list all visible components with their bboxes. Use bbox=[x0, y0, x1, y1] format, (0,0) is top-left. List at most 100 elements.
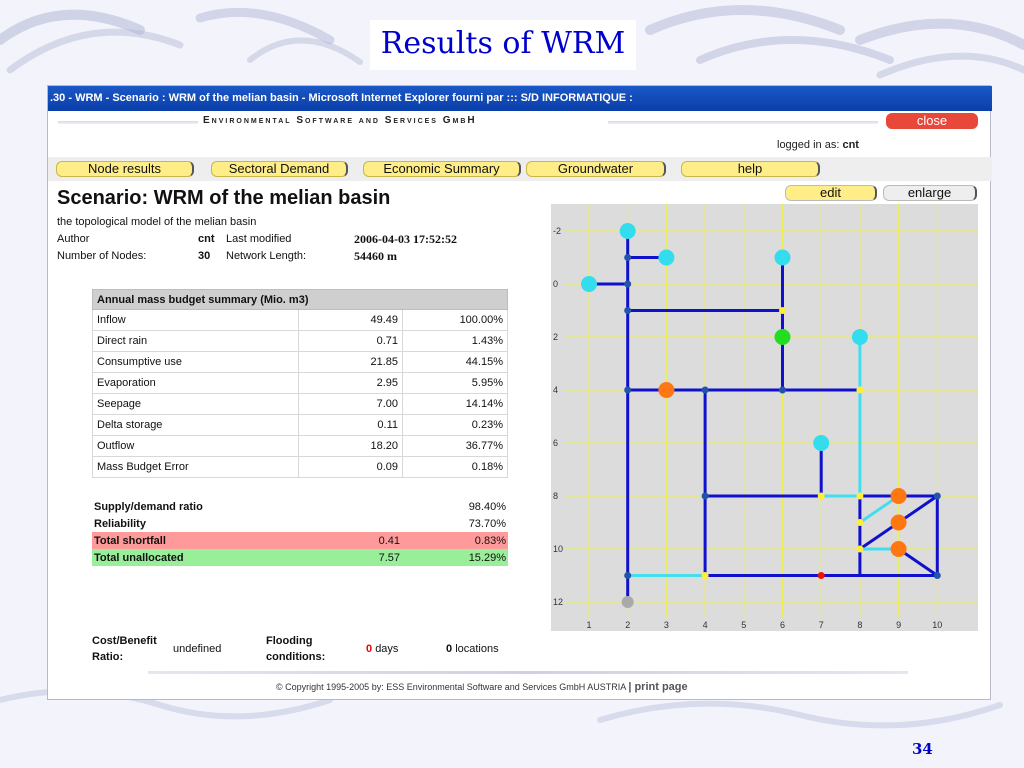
row-label: Delta storage bbox=[92, 414, 299, 436]
map-node-source bbox=[658, 249, 675, 266]
close-button[interactable]: close bbox=[886, 113, 978, 129]
map-y-tick: 10 bbox=[553, 544, 563, 554]
map-node-junction bbox=[701, 386, 709, 394]
print-page-link[interactable]: print page bbox=[634, 681, 688, 693]
map-node-junction bbox=[624, 572, 632, 579]
browser-titlebar: .30 - WRM - Scenario : WRM of the melian… bbox=[48, 86, 992, 111]
map-node-control bbox=[817, 492, 825, 500]
map-node-source bbox=[619, 223, 636, 239]
map-x-tick: 4 bbox=[703, 620, 708, 630]
map-x-tick: 8 bbox=[857, 620, 862, 630]
mass-budget-header: Annual mass budget summary (Mio. m3) bbox=[92, 289, 508, 310]
table-row: Reliability 73.70% bbox=[92, 515, 508, 532]
node-results-button[interactable]: Node results bbox=[56, 161, 194, 177]
flood-locations: 0 locations bbox=[446, 643, 499, 655]
map-node-junction bbox=[933, 492, 941, 500]
row-value: 0.09 bbox=[298, 456, 403, 478]
map-node-source bbox=[774, 249, 791, 266]
mass-budget-table: Annual mass budget summary (Mio. m3) Inf… bbox=[92, 289, 508, 478]
row-percent: 14.14% bbox=[402, 393, 508, 415]
row-value: 21.85 bbox=[298, 351, 403, 373]
scenario-description: the topological model of the melian basi… bbox=[57, 216, 257, 228]
print-separator: | bbox=[628, 681, 635, 693]
cost-benefit-label-line1: Cost/Benefit bbox=[92, 635, 157, 647]
economic-summary-button[interactable]: Economic Summary bbox=[363, 161, 521, 177]
row-value: 18.20 bbox=[298, 435, 403, 457]
flood-days: 0 days bbox=[366, 643, 398, 655]
footer-rule bbox=[148, 671, 908, 674]
map-y-tick: 2 bbox=[553, 332, 558, 342]
cost-benefit-value: undefined bbox=[173, 643, 222, 655]
flood-locations-unit: locations bbox=[455, 643, 499, 655]
table-row: Total shortfall 0.41 0.83% bbox=[92, 532, 508, 549]
supply-demand-value bbox=[298, 498, 402, 515]
flood-locations-value: 0 bbox=[446, 643, 453, 655]
unallocated-label: Total unallocated bbox=[92, 549, 298, 566]
reliability-value bbox=[298, 515, 402, 532]
map-node-control bbox=[779, 307, 786, 314]
length-label: Network Length: bbox=[226, 250, 307, 262]
enlarge-button[interactable]: enlarge bbox=[883, 185, 977, 201]
supply-demand-label: Supply/demand ratio bbox=[94, 500, 203, 513]
author-label: Author bbox=[57, 233, 90, 245]
map-node-reservoir bbox=[774, 329, 791, 345]
map-x-tick: 3 bbox=[664, 620, 669, 630]
map-y-tick: -2 bbox=[553, 226, 561, 236]
map-x-tick: 10 bbox=[932, 620, 942, 630]
company-name: Environmental Software and Services GmbH bbox=[203, 115, 477, 126]
map-node-control bbox=[856, 492, 864, 500]
map-node-junction bbox=[933, 572, 941, 579]
map-node-control bbox=[701, 572, 709, 579]
row-value: 0.11 bbox=[298, 414, 403, 436]
table-row: Seepage 7.00 14.14% bbox=[92, 393, 508, 415]
scenario-title: Scenario: WRM of the melian basin bbox=[57, 187, 391, 209]
map-node-source bbox=[581, 276, 597, 292]
logged-in-label: logged in as: bbox=[777, 139, 840, 151]
row-percent: 36.77% bbox=[402, 435, 508, 457]
row-label: Mass Budget Error bbox=[92, 456, 299, 478]
table-row: Delta storage 0.11 0.23% bbox=[92, 414, 508, 436]
copyright-footer: © Copyright 1995-2005 by: ESS Environmen… bbox=[276, 681, 688, 693]
row-percent: 5.95% bbox=[402, 372, 508, 394]
flood-days-value: 0 bbox=[366, 643, 373, 655]
row-percent: 1.43% bbox=[402, 330, 508, 352]
row-percent: 0.18% bbox=[402, 456, 508, 478]
map-node-demand bbox=[658, 382, 675, 398]
map-node-junction bbox=[624, 280, 632, 288]
slide-number: 34 bbox=[912, 740, 933, 758]
map-x-tick: 2 bbox=[625, 620, 630, 630]
map-x-tick: 7 bbox=[819, 620, 824, 630]
map-node-junction bbox=[624, 386, 632, 394]
unallocated-value: 7.57 bbox=[298, 549, 402, 566]
cost-benefit-label-line2: Ratio: bbox=[92, 651, 124, 663]
row-label: Inflow bbox=[92, 309, 299, 331]
nodes-label: Number of Nodes: bbox=[57, 250, 147, 262]
map-node-control bbox=[856, 545, 864, 553]
map-node-control bbox=[856, 386, 864, 394]
company-rule-left bbox=[58, 121, 198, 124]
table-row: Total unallocated 7.57 15.29% bbox=[92, 549, 508, 566]
table-row: Outflow 18.20 36.77% bbox=[92, 435, 508, 457]
length-value: 54460 m bbox=[354, 249, 397, 263]
help-button[interactable]: help bbox=[681, 161, 820, 177]
map-node-demand bbox=[890, 488, 907, 504]
supply-demand-percent: 98.40% bbox=[468, 500, 506, 513]
map-node-demand bbox=[890, 541, 907, 557]
edit-button[interactable]: edit bbox=[785, 185, 877, 201]
row-value: 49.49 bbox=[298, 309, 403, 331]
row-value: 2.95 bbox=[298, 372, 403, 394]
map-node-control bbox=[856, 519, 864, 526]
logged-in-info: logged in as: cnt bbox=[777, 139, 859, 151]
table-row: Mass Budget Error 0.09 0.18% bbox=[92, 456, 508, 478]
map-node-source bbox=[851, 329, 868, 345]
author-value: cnt bbox=[198, 233, 215, 245]
copyright-text: © Copyright 1995-2005 by: ESS Environmen… bbox=[276, 682, 626, 692]
map-node-outlet bbox=[621, 596, 634, 608]
map-y-tick: 4 bbox=[553, 385, 558, 395]
slide-title: Results of WRM bbox=[370, 20, 636, 70]
sectoral-demand-button[interactable]: Sectoral Demand bbox=[211, 161, 348, 177]
reliability-label: Reliability bbox=[94, 517, 146, 530]
groundwater-button[interactable]: Groundwater bbox=[526, 161, 666, 177]
row-label: Outflow bbox=[92, 435, 299, 457]
